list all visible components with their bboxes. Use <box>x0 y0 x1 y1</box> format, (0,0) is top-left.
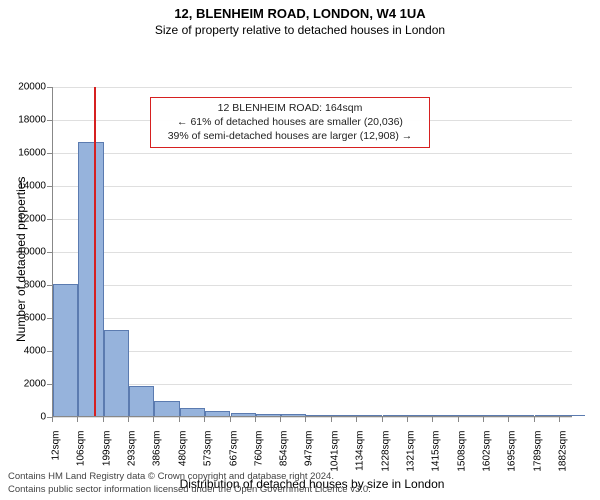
xtick-label: 1508sqm <box>456 431 467 483</box>
histogram-bar <box>332 415 357 416</box>
ytick-label: 12000 <box>6 214 46 225</box>
page-title: 12, BLENHEIM ROAD, LONDON, W4 1UA <box>0 0 600 21</box>
xtick-mark <box>153 417 154 422</box>
xtick-mark <box>331 417 332 422</box>
gridline <box>53 219 572 220</box>
xtick-mark <box>458 417 459 422</box>
ytick-mark <box>47 384 52 385</box>
ytick-mark <box>47 87 52 88</box>
xtick-mark <box>255 417 256 422</box>
footer-attribution: Contains HM Land Registry data © Crown c… <box>8 471 371 496</box>
ytick-label: 0 <box>6 412 46 423</box>
histogram-bar <box>459 415 484 416</box>
ytick-mark <box>47 252 52 253</box>
histogram-bar <box>509 415 534 416</box>
xtick-mark <box>128 417 129 422</box>
annotation-line: 12 BLENHEIM ROAD: 164sqm <box>157 101 423 115</box>
gridline <box>53 318 572 319</box>
xtick-mark <box>179 417 180 422</box>
histogram-bar <box>53 284 78 416</box>
xtick-mark <box>305 417 306 422</box>
gridline <box>53 351 572 352</box>
xtick-mark <box>432 417 433 422</box>
gridline <box>53 384 572 385</box>
ytick-label: 4000 <box>6 346 46 357</box>
ytick-label: 8000 <box>6 280 46 291</box>
histogram-bar <box>281 414 306 416</box>
ytick-mark <box>47 318 52 319</box>
xtick-mark <box>356 417 357 422</box>
histogram-bar <box>231 413 256 416</box>
xtick-label: 1882sqm <box>557 431 568 483</box>
xtick-mark <box>559 417 560 422</box>
xtick-label: 1415sqm <box>431 431 442 483</box>
histogram-bar <box>205 411 230 416</box>
property-marker-line <box>94 87 96 416</box>
xtick-mark <box>77 417 78 422</box>
histogram-bar <box>484 415 509 416</box>
histogram-bar <box>129 386 154 416</box>
ytick-label: 6000 <box>6 313 46 324</box>
ytick-mark <box>47 285 52 286</box>
gridline <box>53 87 572 88</box>
annotation-line: ← 61% of detached houses are smaller (20… <box>157 115 423 129</box>
xtick-mark <box>508 417 509 422</box>
xtick-mark <box>407 417 408 422</box>
gridline <box>53 252 572 253</box>
ytick-mark <box>47 351 52 352</box>
xtick-mark <box>204 417 205 422</box>
xtick-label: 1695sqm <box>507 431 518 483</box>
xtick-mark <box>382 417 383 422</box>
gridline <box>53 285 572 286</box>
histogram-bar <box>154 401 179 416</box>
histogram-bar <box>256 414 281 416</box>
histogram-bar <box>306 415 331 416</box>
xtick-label: 1789sqm <box>532 431 543 483</box>
xtick-label: 1321sqm <box>405 431 416 483</box>
annotation-box: 12 BLENHEIM ROAD: 164sqm← 61% of detache… <box>150 97 430 148</box>
ytick-label: 20000 <box>6 82 46 93</box>
ytick-mark <box>47 186 52 187</box>
xtick-mark <box>483 417 484 422</box>
xtick-label: 1228sqm <box>380 431 391 483</box>
ytick-label: 10000 <box>6 247 46 258</box>
ytick-mark <box>47 120 52 121</box>
xtick-label: 1602sqm <box>482 431 493 483</box>
ytick-mark <box>47 219 52 220</box>
xtick-mark <box>52 417 53 422</box>
ytick-label: 18000 <box>6 115 46 126</box>
histogram-bar <box>78 142 103 416</box>
histogram-bar <box>104 330 129 416</box>
histogram-bar <box>433 415 458 416</box>
xtick-mark <box>280 417 281 422</box>
gridline <box>53 417 572 418</box>
histogram-bar <box>383 415 408 416</box>
ytick-label: 2000 <box>6 379 46 390</box>
xtick-mark <box>230 417 231 422</box>
histogram-bar <box>180 408 205 416</box>
footer-line-1: Contains HM Land Registry data © Crown c… <box>8 471 371 483</box>
footer-line-2: Contains public sector information licen… <box>8 484 371 496</box>
ytick-label: 16000 <box>6 148 46 159</box>
histogram-bar <box>357 415 382 416</box>
xtick-mark <box>534 417 535 422</box>
ytick-label: 14000 <box>6 181 46 192</box>
annotation-line: 39% of semi-detached houses are larger (… <box>157 129 423 143</box>
histogram-bar <box>535 415 560 416</box>
ytick-mark <box>47 153 52 154</box>
gridline <box>53 153 572 154</box>
histogram-bar <box>408 415 433 416</box>
xtick-mark <box>103 417 104 422</box>
gridline <box>53 186 572 187</box>
histogram-bar <box>560 415 585 416</box>
page-subtitle: Size of property relative to detached ho… <box>0 21 600 43</box>
